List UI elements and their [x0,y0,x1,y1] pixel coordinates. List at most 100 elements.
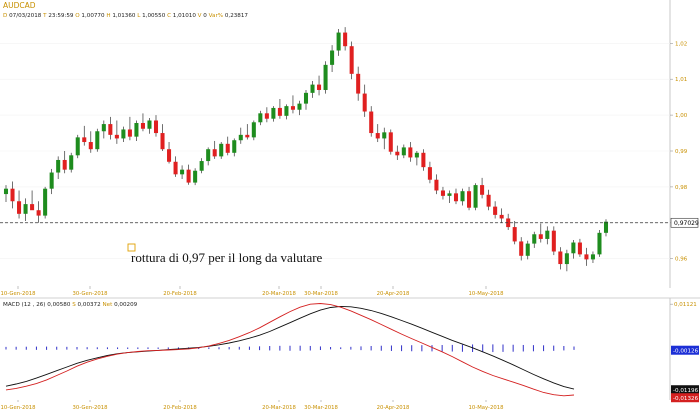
macd-value-tag: -0,00126 [673,348,699,354]
candle-body [564,253,569,265]
ohlc-field-value: 1,00770 [80,13,105,19]
macd-value-tag-bg [671,393,699,403]
candle-body [460,191,465,202]
price-y-axis: 1,021,011,000,990,980,970,96 [670,41,688,263]
candle-body [186,169,191,183]
candle-body [49,172,54,189]
annotation-text: rottura di 0,97 per il long da valutare [131,250,323,265]
candle-body [245,134,250,138]
ohlc-field-label: V [196,13,202,19]
candle-body [310,84,315,93]
candle-body [584,254,589,260]
candle-body [23,204,28,214]
price-pane: AUDCAD D 07/03/2018 T 23:59:59 O 1,00770… [0,0,699,297]
candle-body [251,122,256,138]
candles [3,27,609,272]
candle-body [180,169,185,175]
macd-params: (12 , 26) [20,302,46,308]
candle-body [330,50,335,65]
candle-body [206,149,211,162]
candle-body [3,188,9,195]
macd-value-tag: -0,01326 [673,396,699,402]
macd-x-tick-label: 30-Mar-2018 [304,405,338,411]
price-x-axis: 10-Gen-2018 30-Gen-2018 20-Feb-2018 20-Mar-… [1,286,504,297]
candle-body [453,193,459,202]
candle-body [62,159,67,170]
price-y-tick-label: 0,99 [675,149,688,155]
ohlc-field-value: 07/03/2018 [7,13,41,19]
macd-x-tick-label: 10-May-2018 [469,405,505,411]
candle-body [388,132,393,152]
candle-body [173,161,178,175]
price-x-tick-label: 30-Gen-2018 [73,291,109,297]
macd-value-tag: -0,01196 [673,388,699,394]
candle-body [395,151,400,156]
macd-y-tick-label: 0,01121 [674,302,697,308]
candle-body [160,133,165,150]
candle-body [56,159,61,173]
candle-body [577,242,582,255]
candle-body [140,123,145,129]
ohlc-header: D 07/03/2018 T 23:59:59 O 1,00770 H 1,01… [3,13,248,19]
candle-body [199,161,204,171]
candle-body [147,120,152,129]
candle-body [343,32,348,47]
candle-body [271,107,276,119]
candle-body [114,134,119,139]
ohlc-field-value: 0 [202,13,208,19]
macd-histogram [5,344,575,353]
candle-body [597,232,602,255]
macd-x-tick-label: 10-Gen-2018 [1,405,37,411]
candle-body [356,73,361,94]
candle-body [153,120,159,134]
price-x-tick-label: 20-Feb-2018 [163,291,197,297]
macd-field-label: Net [101,302,113,308]
symbol-title: AUDCAD [3,1,36,10]
macd-name: MACD [3,302,20,308]
candle-body [512,227,517,242]
macd-field-value: 0,00372 [76,302,101,308]
candle-body [95,131,100,150]
candle-body [519,241,524,256]
candle-body [290,106,295,110]
candle-body [277,107,282,116]
annotation-marker [127,243,136,252]
candle-body [369,111,374,134]
candle-body [532,234,537,244]
candle-body [538,234,543,239]
ohlc-field-label: C [165,13,171,19]
candle-body [30,204,35,211]
level-tag-bg [670,217,699,228]
ohlc-field-label: L [135,13,141,19]
macd-value-tag-bg [671,345,699,355]
candle-body [558,251,563,265]
macd-x-axis: 10-Gen-2018 30-Gen-2018 20-Feb-2018 20-Mar-… [1,400,505,411]
candle-body [382,132,387,139]
candle-body [134,123,139,137]
macd-lines [5,303,575,397]
candle-body [101,124,106,132]
macd-line [5,305,575,390]
candle-body [108,124,113,135]
signal-line [5,303,575,397]
candle-body [238,134,243,141]
candle-body [297,103,302,110]
candle-body [506,218,511,228]
macd-pane: MACD (12 , 26) 0,00580 S 0,00372 Net 0,0… [1,298,699,411]
candle-body [303,92,309,104]
candle-body [571,242,576,254]
macd-field-value: 0,00580 [47,302,71,308]
ohlc-field-label: D [3,13,7,19]
candle-body [43,188,48,216]
candle-body [434,179,439,191]
macd-header: MACD (12 , 26) 0,00580 S 0,00372 Net 0,0… [3,302,138,308]
candle-body [167,149,172,162]
candle-body [493,206,498,215]
candle-body [414,152,419,158]
macd-value-tag-bg [671,385,699,395]
macd-x-tick-label: 20-Feb-2018 [163,405,197,411]
price-x-tick-label: 10-Gen-2018 [1,291,37,297]
candle-body [193,170,198,183]
candle-body [401,147,406,156]
